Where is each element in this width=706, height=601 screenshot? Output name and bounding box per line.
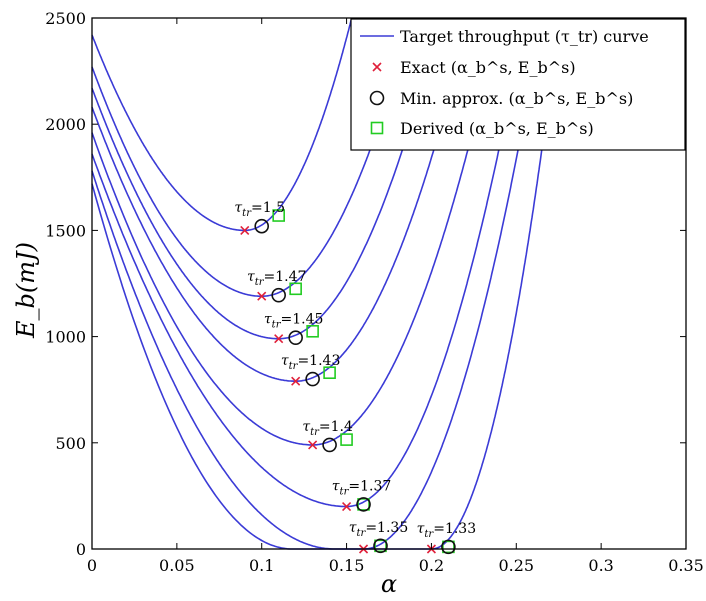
y-tick-label-1: 500 <box>55 434 86 453</box>
legend-items: Target throughput (τ_tr) curve Exact (α_b… <box>360 27 649 138</box>
min-approx-marker-3 <box>305 371 320 387</box>
markers-layer <box>240 209 456 555</box>
x-tick-label-6: 0.3 <box>588 556 613 575</box>
legend-label-3: Derived (α_b^s, E_b^s) <box>400 119 594 138</box>
annotation-0: τtr=1.5 <box>234 200 285 219</box>
y-tick-label-4: 2000 <box>45 115 86 134</box>
exact-marker-3 <box>291 376 301 386</box>
legend-box <box>350 18 686 151</box>
exact-marker-1 <box>257 291 267 301</box>
annotations-layer: τtr=1.5 τtr=1.47 τtr=1.45 τtr=1.43 τtr=1.4 τt… <box>234 200 476 540</box>
y-tick-label-3: 1500 <box>45 221 86 240</box>
annotation-4: τtr=1.4 <box>302 419 353 438</box>
annotation-2: τtr=1.45 <box>264 312 323 331</box>
exact-marker-4 <box>308 440 318 450</box>
min-approx-marker-5 <box>356 497 371 512</box>
min-approx-marker-4 <box>322 437 337 453</box>
annotation-6: τtr=1.35 <box>349 520 408 539</box>
legend-x-swatch <box>372 62 382 72</box>
y-tick-label-5: 2500 <box>45 9 86 28</box>
min-approx-marker-0 <box>254 218 270 234</box>
annotation-3: τtr=1.43 <box>281 353 340 372</box>
plot-frame <box>91 17 687 550</box>
legend-square-swatch <box>370 121 384 135</box>
x-tick-label-3: 0.15 <box>329 556 365 575</box>
min-approx-marker-1 <box>271 287 286 303</box>
exact-marker-2 <box>274 334 284 344</box>
annotation-1: τtr=1.47 <box>247 269 306 288</box>
derived-marker-1 <box>289 282 302 296</box>
legend-label-0: Target throughput (τ_tr) curve <box>400 27 649 46</box>
min-approx-marker-7 <box>441 539 456 555</box>
derived-marker-0 <box>272 209 285 222</box>
derived-marker-3 <box>323 366 336 380</box>
legend-label-2: Min. approx. (α_b^s, E_b^s) <box>400 89 633 108</box>
derived-marker-4 <box>340 433 353 446</box>
min-approx-marker-2 <box>288 330 303 345</box>
derived-marker-5 <box>357 498 370 511</box>
annotation-5: τtr=1.37 <box>332 478 391 497</box>
derived-marker-6 <box>374 539 387 553</box>
legend-label-1: Exact (α_b^s, E_b^s) <box>400 58 576 77</box>
series-curve-0 <box>91 17 353 232</box>
y-tick-label-0: 0 <box>76 540 86 559</box>
x-tick-label-0: 0 <box>87 556 97 575</box>
derived-marker-7 <box>442 540 455 554</box>
x-tick-label-1: 0.05 <box>159 556 195 575</box>
legend: Target throughput (τ_tr) curve Exact (α_b… <box>350 18 686 151</box>
min-approx-marker-6 <box>373 538 388 554</box>
x-tick-label-7: 0.35 <box>668 556 704 575</box>
derived-marker-2 <box>306 324 319 338</box>
legend-circle-swatch <box>369 90 385 106</box>
exact-marker-0 <box>240 225 250 235</box>
x-axis-label: α <box>381 570 397 598</box>
x-tick-label-5: 0.25 <box>498 556 534 575</box>
x-tick-label-2: 0.1 <box>249 556 274 575</box>
exact-marker-5 <box>342 501 352 512</box>
y-axis-label: E_b(mJ) <box>12 242 40 339</box>
y-tick-label-2: 1000 <box>45 328 86 347</box>
ticks-layer: 0 0.05 0.1 0.15 0.2 0.25 0.3 0.35 0 500 1000 1500 20… <box>45 9 704 575</box>
annotation-7: τtr=1.33 <box>417 521 476 540</box>
x-tick-label-4: 0.2 <box>419 556 444 575</box>
